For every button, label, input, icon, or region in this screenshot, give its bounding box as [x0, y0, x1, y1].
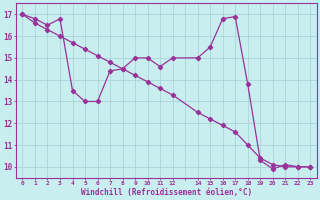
X-axis label: Windchill (Refroidissement éolien,°C): Windchill (Refroidissement éolien,°C)	[81, 188, 252, 197]
